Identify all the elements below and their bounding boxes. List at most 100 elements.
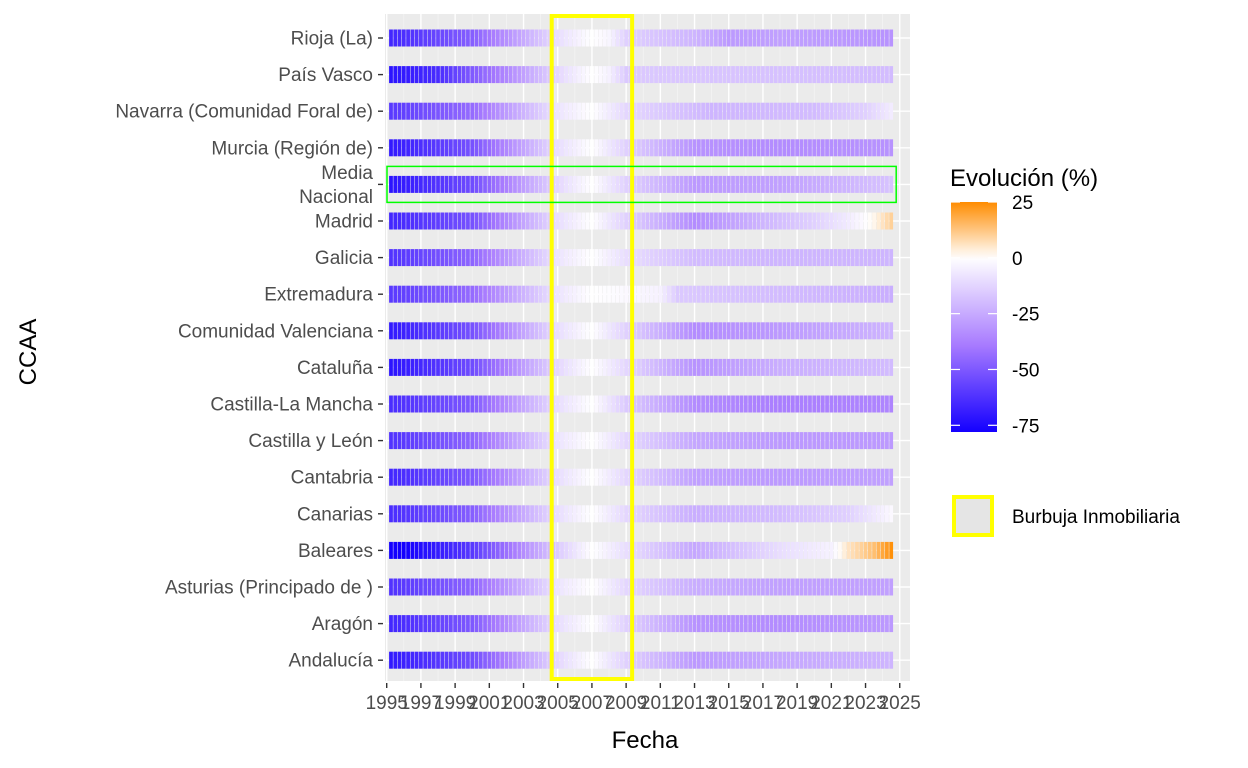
heatmap-tile (731, 212, 735, 230)
heatmap-tile (461, 468, 466, 486)
heatmap-tile (731, 139, 735, 157)
heatmap-tile (491, 29, 496, 47)
heatmap-tile (795, 541, 800, 559)
heatmap-tile (500, 249, 505, 267)
heatmap-tile (658, 322, 663, 340)
heatmap-tile (662, 395, 667, 413)
heatmap-tile (761, 249, 765, 267)
heatmap-tile (679, 249, 684, 267)
heatmap-tile (671, 432, 676, 450)
heatmap-tile (513, 102, 517, 120)
heatmap-tile (645, 358, 650, 376)
heatmap-tile (564, 358, 569, 376)
heatmap-tile (440, 432, 445, 450)
heatmap-tile (765, 395, 770, 413)
heatmap-tile (726, 139, 731, 157)
heatmap-tile (611, 615, 616, 633)
heatmap-tile (739, 505, 744, 523)
heatmap-tile (534, 358, 539, 376)
heatmap-tile (880, 66, 885, 84)
heatmap-tile (504, 175, 509, 193)
heatmap-tile (701, 651, 705, 669)
heatmap-tile (457, 139, 462, 157)
heatmap-tile (534, 395, 539, 413)
heatmap-tile (889, 432, 894, 450)
heatmap-tile (846, 102, 851, 120)
heatmap-tile (491, 468, 496, 486)
heatmap-tile (560, 358, 564, 376)
heatmap-tile (397, 285, 402, 303)
heatmap-tile (525, 505, 530, 523)
heatmap-tile (389, 249, 393, 267)
heatmap-tile (491, 139, 496, 157)
heatmap-tile (483, 285, 487, 303)
heatmap-tile (675, 651, 680, 669)
heatmap-tile (632, 29, 637, 47)
x-tick-label: 2009 (605, 693, 647, 714)
heatmap-tile (453, 395, 458, 413)
heatmap-tile (427, 29, 432, 47)
colorbar-tick-label: 0 (1012, 249, 1023, 270)
heatmap-tile (684, 505, 688, 523)
heatmap-tile (688, 175, 693, 193)
heatmap-tile (457, 541, 462, 559)
heatmap-tile (782, 249, 787, 267)
heatmap-tile (846, 468, 851, 486)
heatmap-tile (855, 395, 859, 413)
heatmap-tile (696, 29, 701, 47)
heatmap-tile (701, 578, 705, 596)
heatmap-tile (872, 139, 876, 157)
heatmap-tile (735, 285, 740, 303)
heatmap-tile (859, 285, 864, 303)
heatmap-tile (701, 249, 705, 267)
heatmap-tile (414, 395, 419, 413)
heatmap-tile (457, 432, 462, 450)
heatmap-tile (799, 541, 804, 559)
heatmap-tile (504, 432, 509, 450)
heatmap-tile (705, 322, 710, 340)
heatmap-tile (406, 249, 410, 267)
heatmap-tile (397, 541, 402, 559)
heatmap-tile (684, 432, 688, 450)
heatmap-tile (684, 615, 688, 633)
heatmap-tile (735, 29, 740, 47)
heatmap-tile (662, 102, 667, 120)
heatmap-tile (778, 175, 782, 193)
heatmap-tile (632, 285, 637, 303)
heatmap-tile (654, 395, 658, 413)
heatmap-tile (581, 285, 586, 303)
heatmap-tile (500, 615, 505, 633)
heatmap-tile (748, 285, 752, 303)
heatmap-tile (795, 578, 800, 596)
heatmap-tile (423, 139, 428, 157)
heatmap-tile (889, 212, 894, 230)
heatmap-tile (641, 322, 646, 340)
heatmap-tile (799, 395, 804, 413)
heatmap-tile (701, 29, 705, 47)
heatmap-tile (756, 432, 761, 450)
heatmap-tile (684, 249, 688, 267)
heatmap-tile (598, 249, 603, 267)
heatmap-tile (885, 175, 889, 193)
heatmap-tile (880, 322, 885, 340)
heatmap-tile (466, 175, 470, 193)
heatmap-tile (671, 175, 676, 193)
heatmap-tile (602, 102, 607, 120)
heatmap-tile (880, 175, 885, 193)
heatmap-tile (829, 175, 834, 193)
heatmap-tile (508, 66, 513, 84)
heatmap-tile (816, 322, 821, 340)
heatmap-tile (555, 541, 560, 559)
heatmap-tile (517, 578, 522, 596)
heatmap-tile (739, 651, 744, 669)
heatmap-tile (410, 212, 415, 230)
heatmap-tile (838, 175, 842, 193)
heatmap-tile (778, 578, 782, 596)
heatmap-tile (645, 66, 650, 84)
heatmap-tile (560, 541, 564, 559)
heatmap-tile (594, 541, 599, 559)
heatmap-tile (508, 578, 513, 596)
heatmap-tile (594, 102, 599, 120)
heatmap-tile (773, 29, 778, 47)
heatmap-tile (859, 212, 864, 230)
